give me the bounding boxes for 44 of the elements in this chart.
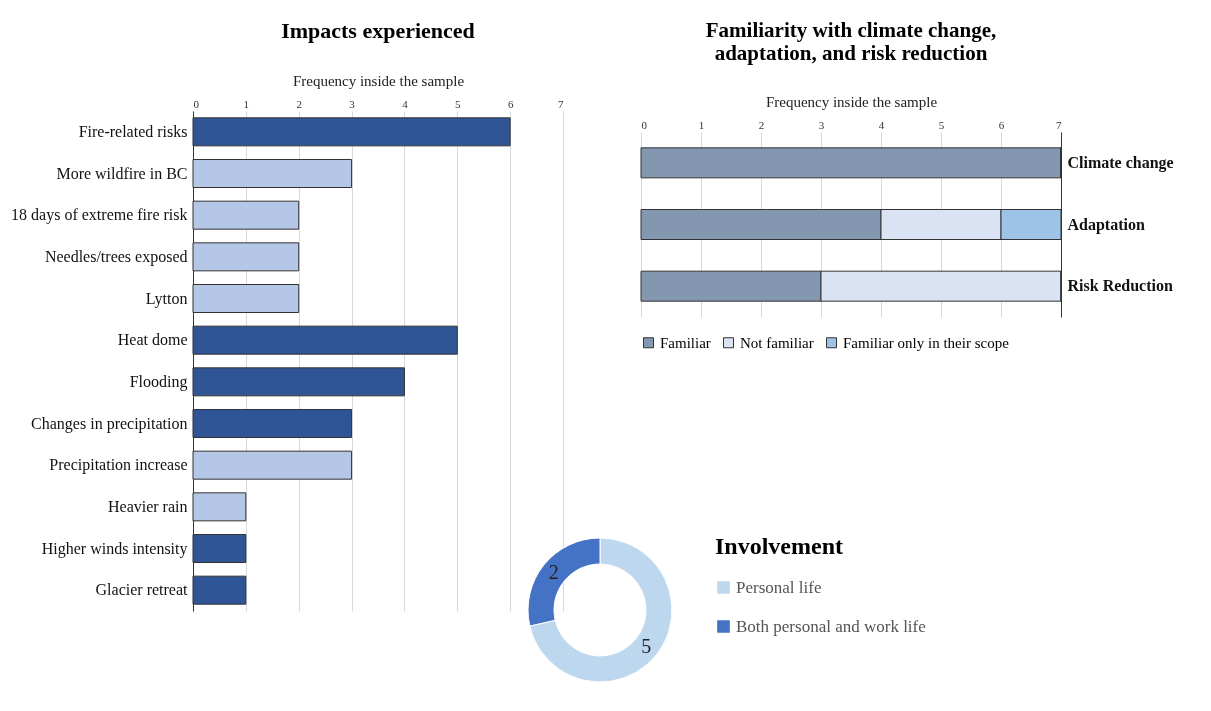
donut-slice	[529, 537, 673, 683]
y-tick-label: Climate change	[1067, 153, 1174, 172]
y-tick-label: Heat dome	[117, 331, 188, 349]
legend-label: Not familiar	[740, 334, 814, 351]
x-axis-title: Frequency inside the sample	[292, 72, 465, 89]
x-tick-label: 2	[296, 97, 302, 110]
chart-title: Familiarity with climate change, adaptation, and risk reduction	[705, 18, 997, 65]
x-tick-label: 3	[818, 118, 825, 131]
y-tick-label: Higher winds intensity	[41, 539, 188, 558]
y-tick-label: 18 days of extreme fire risk	[11, 206, 188, 225]
x-tick-label: 1	[243, 97, 250, 110]
chart-title: Impacts experienced	[281, 18, 475, 43]
y-tick-label: Precipitation increase	[49, 456, 188, 475]
x-tick-label: 4	[878, 118, 885, 131]
y-tick-label: Needles/trees exposed	[44, 247, 188, 266]
legend-label: Both personal and work life	[736, 616, 926, 636]
x-axis-title: Frequency inside the sample	[765, 93, 938, 110]
data-label: 2	[548, 561, 559, 584]
x-tick-label: 5	[938, 118, 945, 131]
legend-label: Personal life	[736, 577, 822, 597]
legend-label: Familiar only in their scope	[843, 334, 1010, 351]
x-tick-label: 7	[558, 97, 564, 110]
x-tick-label: 6	[507, 97, 514, 110]
y-tick-label: Changes in precipitation	[31, 414, 188, 433]
x-tick-label: 0	[641, 118, 648, 131]
x-tick-label: 3	[349, 97, 356, 110]
legend-label: Familiar	[660, 334, 711, 351]
x-tick-label: 2	[758, 118, 765, 131]
x-tick-label: 7	[1056, 118, 1062, 131]
y-tick-label: Heavier rain	[107, 497, 188, 515]
legend-title: Involvement	[715, 533, 843, 559]
x-tick-label: 4	[402, 97, 409, 110]
y-tick-label: Lytton	[145, 289, 188, 308]
data-label: 5	[641, 634, 652, 657]
y-tick-label: Adaptation	[1067, 215, 1145, 234]
x-tick-label: 1	[698, 118, 705, 131]
y-tick-label: More wildfire in BC	[56, 164, 188, 182]
x-tick-label: 0	[193, 97, 200, 110]
y-tick-label: Risk Reduction	[1067, 277, 1173, 295]
y-tick-label: Fire-related risks	[78, 122, 188, 140]
x-tick-label: 5	[455, 97, 462, 110]
y-tick-label: Glacier retreat	[95, 581, 189, 599]
y-tick-label: Flooding	[129, 372, 188, 391]
x-tick-label: 6	[998, 118, 1005, 131]
